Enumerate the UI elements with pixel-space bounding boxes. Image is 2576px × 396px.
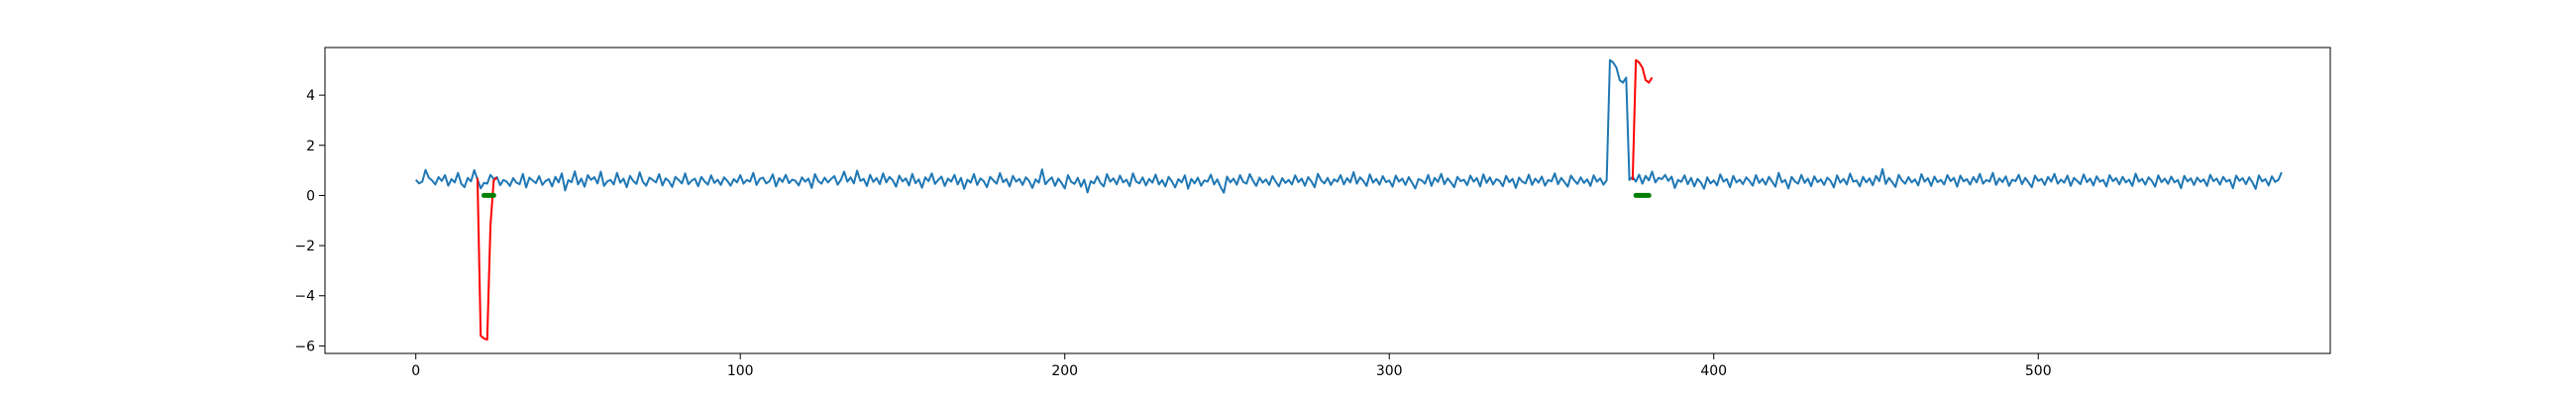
- y-tick-label: −4: [294, 289, 315, 305]
- axes-frame: [324, 47, 2331, 354]
- anomaly-series-2: [1631, 58, 1654, 181]
- series-layer: [414, 58, 2283, 342]
- y-tick-label: −6: [294, 339, 315, 354]
- anomaly-series-1: [476, 176, 498, 342]
- x-tick-label: 300: [1376, 363, 1403, 379]
- y-tick-label: −2: [294, 239, 315, 254]
- x-tick-label: 200: [1051, 363, 1078, 379]
- signal-series-0: [414, 58, 2283, 194]
- y-axis: −6 −4 −2 0 2 4: [294, 88, 325, 354]
- x-axis: 0 100 200 300 400 500: [411, 353, 2052, 379]
- y-tick-label: 4: [306, 88, 315, 104]
- x-tick-label: 400: [1700, 363, 1727, 379]
- x-tick-label: 0: [411, 363, 420, 379]
- x-tick-label: 100: [727, 363, 754, 379]
- y-tick-label: 0: [306, 188, 315, 204]
- y-tick-label: 2: [306, 139, 315, 154]
- x-tick-label: 500: [2025, 363, 2052, 379]
